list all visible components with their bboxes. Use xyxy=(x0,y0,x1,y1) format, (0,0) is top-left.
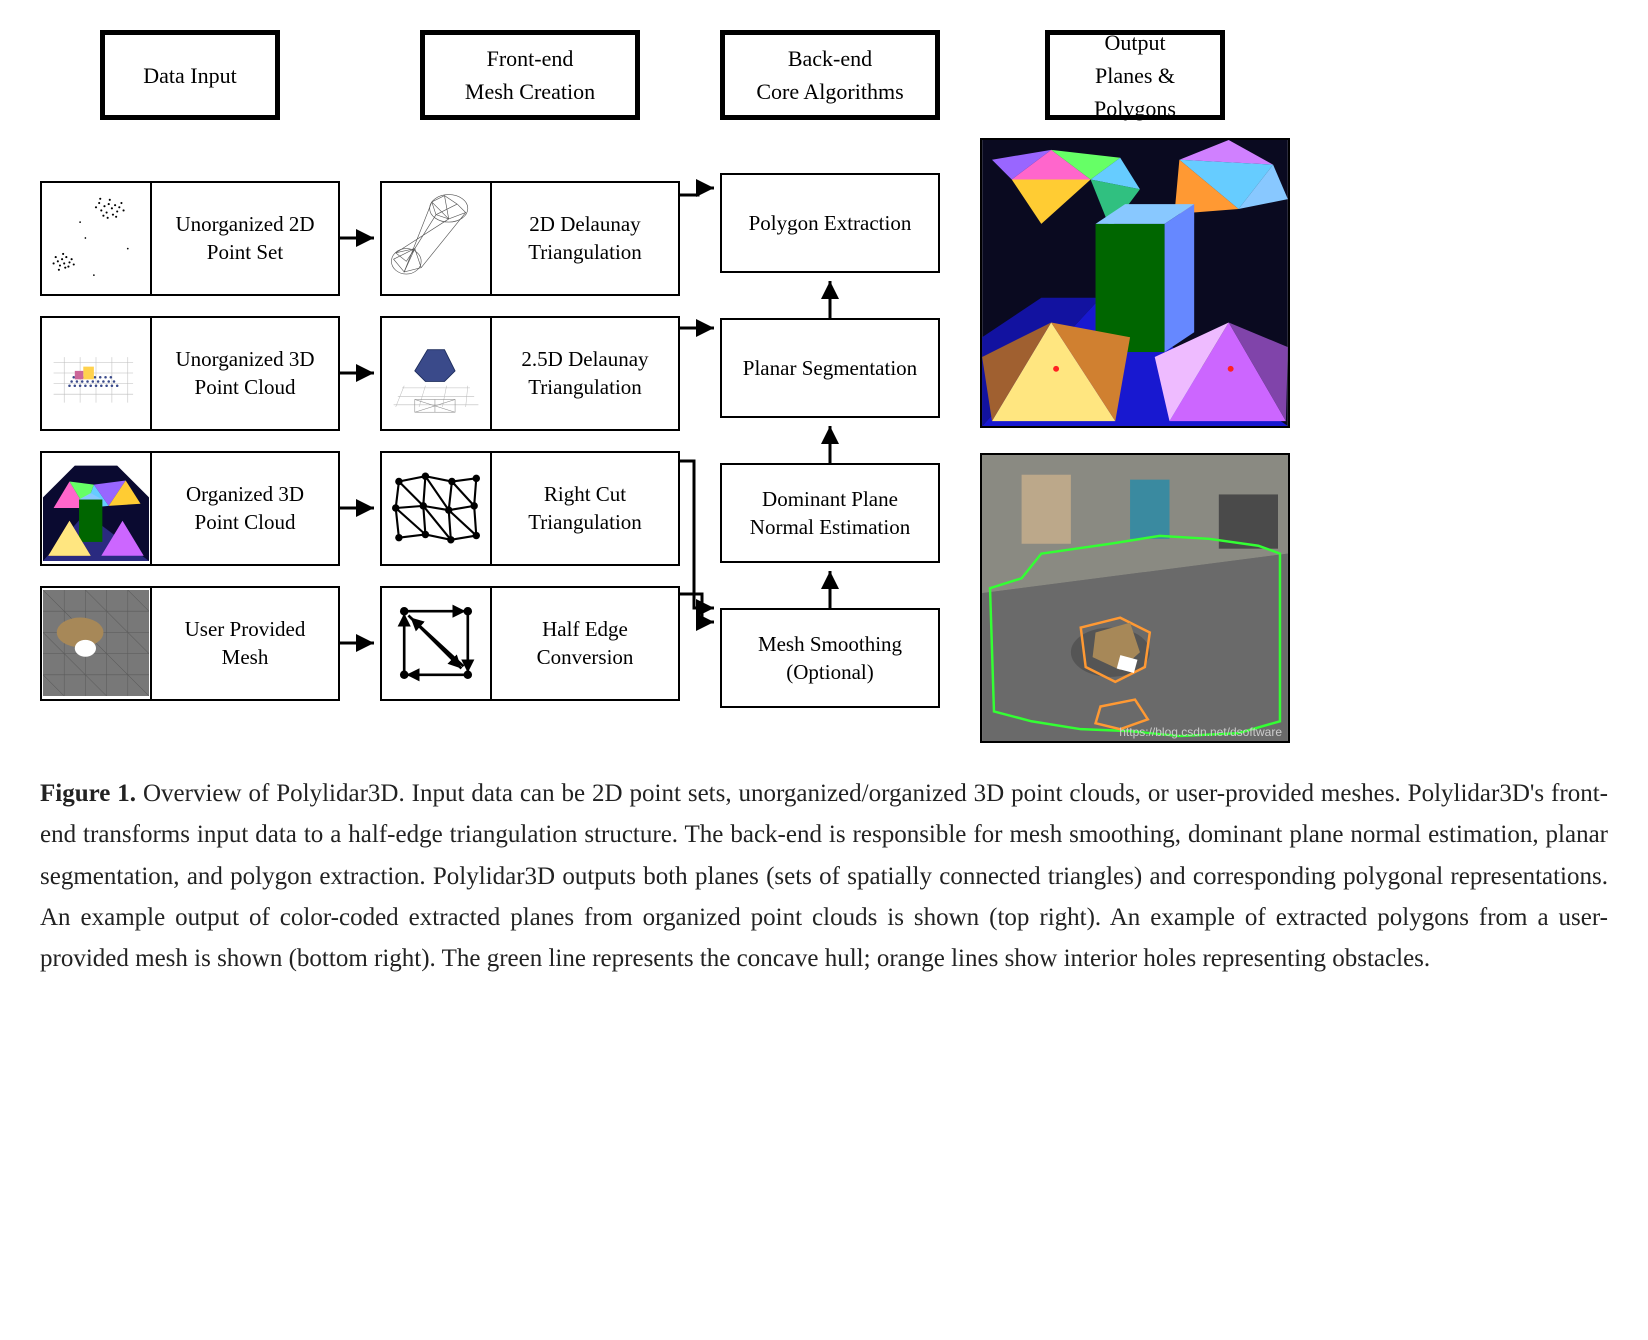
header-label: Back-end xyxy=(741,42,919,75)
cell-label: 2D Delaunay Triangulation xyxy=(502,210,668,267)
cell-label: Organized 3D Point Cloud xyxy=(162,480,328,537)
output-polygons-image xyxy=(980,453,1290,743)
pipeline-diagram: Data Input Front-end Mesh Creation Back-… xyxy=(40,30,1608,743)
frontend-25d-delaunay: 2.5D Delaunay Triangulation xyxy=(380,316,680,431)
header-label: Core Algorithms xyxy=(741,75,919,108)
backend-planar-segmentation: Planar Segmentation xyxy=(720,318,940,418)
cell-label: Mesh Smoothing (Optional) xyxy=(732,630,928,687)
header-data-input: Data Input xyxy=(40,30,340,120)
cell-label: User Provided Mesh xyxy=(162,615,328,672)
watermark: https://blog.csdn.net/dsoftware xyxy=(1119,725,1282,739)
cell-label: Unorganized 2D Point Set xyxy=(162,210,328,267)
thumb-3d-points xyxy=(42,318,152,429)
input-column: Unorganized 2D Point Set xyxy=(40,181,340,701)
arrows-input-to-frontend xyxy=(340,181,380,701)
cell-label: Polygon Extraction xyxy=(749,209,912,237)
header-label: Planes & xyxy=(1066,59,1204,92)
header-label: Data Input xyxy=(121,59,259,92)
output-planes-image xyxy=(980,138,1290,428)
header-label: Polygons xyxy=(1066,92,1204,125)
input-2d-pointset: Unorganized 2D Point Set xyxy=(40,181,340,296)
output-column: https://blog.csdn.net/dsoftware xyxy=(980,138,1290,743)
header-label: Mesh Creation xyxy=(441,75,619,108)
backend-polygon-extraction: Polygon Extraction xyxy=(720,173,940,273)
input-org-3d: Organized 3D Point Cloud xyxy=(40,451,340,566)
frontend-right-cut: Right Cut Triangulation xyxy=(380,451,680,566)
thumb-org-3d xyxy=(42,453,152,564)
figure-caption: Figure 1. Overview of Polylidar3D. Input… xyxy=(40,773,1608,979)
cell-label: Planar Segmentation xyxy=(743,354,917,382)
thumb-25d-delaunay xyxy=(382,318,492,429)
thumb-2d-points xyxy=(42,183,152,294)
backend-mesh-smoothing: Mesh Smoothing (Optional) xyxy=(720,608,940,708)
header-backend: Back-end Core Algorithms xyxy=(720,30,940,120)
caption-label: Figure 1. xyxy=(40,780,136,807)
thumb-user-mesh xyxy=(42,588,152,699)
cell-label: 2.5D Delaunay Triangulation xyxy=(502,345,668,402)
cell-label: Right Cut Triangulation xyxy=(502,480,668,537)
cell-label: Unorganized 3D Point Cloud xyxy=(162,345,328,402)
input-user-mesh: User Provided Mesh xyxy=(40,586,340,701)
cell-label: Half Edge Conversion xyxy=(502,615,668,672)
thumb-right-cut xyxy=(382,453,492,564)
cell-label: Dominant Plane Normal Estimation xyxy=(732,485,928,542)
header-label: Output xyxy=(1066,26,1204,59)
thumb-2d-delaunay xyxy=(382,183,492,294)
header-frontend: Front-end Mesh Creation xyxy=(380,30,680,120)
caption-text: Overview of Polylidar3D. Input data can … xyxy=(40,780,1608,972)
frontend-half-edge: Half Edge Conversion xyxy=(380,586,680,701)
frontend-2d-delaunay: 2D Delaunay Triangulation xyxy=(380,181,680,296)
backend-column: Polygon Extraction Planar Segmentation D… xyxy=(720,173,940,708)
routing-arrows xyxy=(680,138,720,743)
header-output: Output Planes & Polygons xyxy=(980,30,1290,120)
input-unorg-3d: Unorganized 3D Point Cloud xyxy=(40,316,340,431)
header-label: Front-end xyxy=(441,42,619,75)
frontend-column: 2D Delaunay Triangulation 2.5D Delaunay … xyxy=(380,181,680,701)
thumb-half-edge xyxy=(382,588,492,699)
backend-plane-normal: Dominant Plane Normal Estimation xyxy=(720,463,940,563)
